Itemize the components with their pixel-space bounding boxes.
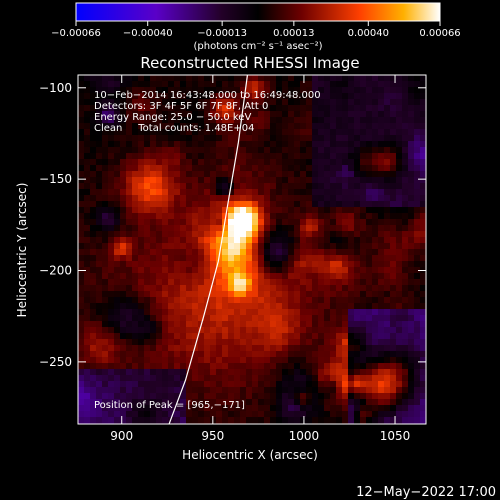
colorbar-tick-label: 0.00066 — [419, 28, 460, 39]
x-tick-label: 1050 — [380, 429, 411, 443]
colorbar-tick-label: 0.00040 — [348, 28, 389, 39]
colorbar-ticks: −0.00066 −0.00040 −0.00013 0.00013 0.00040 0.… — [51, 21, 461, 39]
x-axis-ticks: 900 950 1000 1050 — [110, 75, 410, 443]
colorbar-scale — [75, 2, 441, 22]
colorbar-units: (photons cm⁻² s⁻¹ asec⁻²) — [193, 41, 322, 52]
y-tick-label: −100 — [39, 81, 72, 95]
colorbar: −0.00066 −0.00040 −0.00013 0.00013 0.00040 0.… — [51, 2, 461, 52]
info-annotations: 10−Feb−2014 16:43:48.000 to 16:49:48.000… — [94, 90, 321, 134]
colorbar-tick-label: −0.00013 — [197, 28, 247, 39]
y-axis-ticks: −100 −150 −200 −250 — [39, 81, 426, 369]
x-tick-label: 950 — [201, 429, 224, 443]
annotation-detectors: Detectors: 3F 4F 5F 6F 7F 8F, Att 0 — [94, 101, 268, 112]
y-axis-label: Heliocentric Y (arcsec) — [15, 183, 29, 318]
chart-title: Reconstructed RHESSI Image — [140, 54, 359, 72]
solar-limb-curve — [168, 75, 249, 424]
colorbar-tick-label: −0.00040 — [123, 28, 173, 39]
y-tick-label: −150 — [39, 172, 72, 186]
plot-frame — [77, 74, 427, 425]
annotation-clean: Clean Total counts: 1.48E+04 — [94, 123, 254, 134]
annotation-time: 10−Feb−2014 16:43:48.000 to 16:49:48.000 — [94, 90, 321, 101]
footer-timestamp: 12−May−2022 17:00 — [356, 485, 496, 500]
y-tick-label: −200 — [39, 264, 72, 278]
heatmap-image — [78, 75, 426, 424]
colorbar-tick-label: −0.00066 — [51, 28, 101, 39]
x-tick-label: 900 — [110, 429, 133, 443]
y-tick-label: −250 — [39, 355, 72, 369]
colorbar-tick-label: 0.00013 — [273, 28, 314, 39]
annotation-energy: Energy Range: 25.0 − 50.0 keV — [94, 112, 251, 123]
peak-position-label: Position of Peak = [965,−171] — [94, 400, 245, 411]
x-axis-label: Heliocentric X (arcsec) — [182, 448, 318, 462]
x-tick-label: 1000 — [289, 429, 320, 443]
